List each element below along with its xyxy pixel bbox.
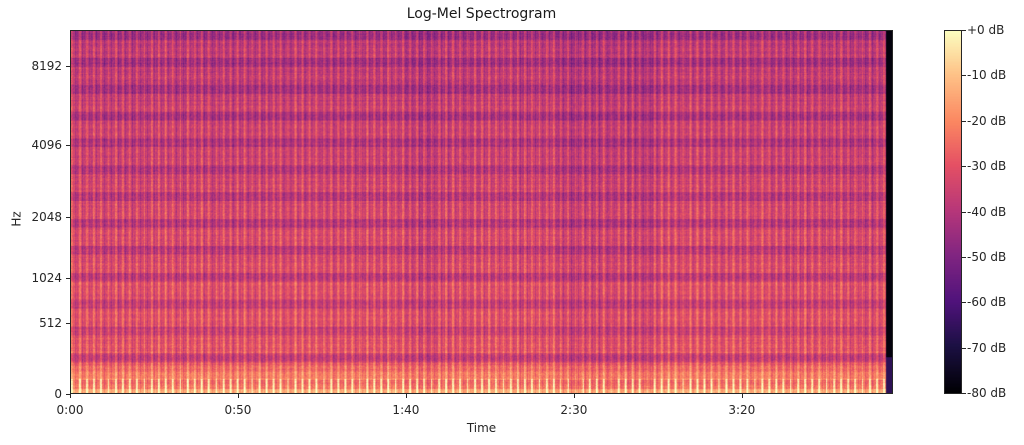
y-tick-label: 512 <box>39 316 62 331</box>
spectrogram-plot-area <box>70 30 893 394</box>
y-tick-mark <box>66 323 70 325</box>
x-tick-mark <box>741 394 743 398</box>
x-tick-label: 3:20 <box>728 403 756 417</box>
colorbar-tick-label: -40 dB <box>967 204 1007 219</box>
y-tick-label: 2048 <box>31 210 62 225</box>
x-tick-mark <box>405 394 407 398</box>
colorbar-tick-label: -80 dB <box>967 386 1007 400</box>
x-axis-label: Time <box>466 421 497 435</box>
y-tick-mark <box>66 65 70 67</box>
y-tick-mark <box>66 145 70 147</box>
y-axis-label: Hz <box>9 211 24 227</box>
y-tick-label: 0 <box>54 387 62 401</box>
x-tick-mark <box>70 394 71 398</box>
colorbar-tick-label: -50 dB <box>967 249 1007 264</box>
colorbar-tick-mark <box>962 211 966 213</box>
colorbar-tick-mark <box>962 166 966 168</box>
colorbar-tick-mark <box>962 120 966 122</box>
colorbar-tick-mark <box>962 302 966 304</box>
spectrogram-heatmap <box>71 31 892 393</box>
chart-title: Log-Mel Spectrogram <box>406 6 557 22</box>
colorbar-tick-mark <box>962 75 966 77</box>
x-tick-label: 1:40 <box>392 403 420 417</box>
colorbar-gradient <box>945 31 961 393</box>
colorbar-tick-label: -70 dB <box>967 340 1007 355</box>
x-tick-mark <box>573 394 575 398</box>
y-tick-label: 8192 <box>31 58 62 73</box>
y-tick-mark <box>66 217 70 219</box>
y-tick-label: 4096 <box>31 138 62 153</box>
colorbar-tick-label: +0 dB <box>967 23 1005 37</box>
y-tick-mark <box>66 394 70 395</box>
colorbar-tick-label: -30 dB <box>967 159 1007 174</box>
x-tick-mark <box>237 394 239 398</box>
colorbar-tick-mark <box>962 347 966 349</box>
colorbar-tick-label: -20 dB <box>967 113 1007 128</box>
colorbar-tick-mark <box>962 256 966 258</box>
colorbar-tick-mark <box>962 30 966 31</box>
colorbar-tick-label: -60 dB <box>967 295 1007 310</box>
x-tick-label: 2:30 <box>560 403 588 417</box>
y-tick-label: 1024 <box>31 270 62 285</box>
x-tick-label: 0:00 <box>56 403 84 417</box>
x-tick-label: 0:50 <box>224 403 252 417</box>
colorbar-tick-mark <box>962 393 966 394</box>
colorbar <box>944 30 962 394</box>
y-tick-mark <box>66 277 70 279</box>
colorbar-tick-label: -10 dB <box>967 68 1007 83</box>
